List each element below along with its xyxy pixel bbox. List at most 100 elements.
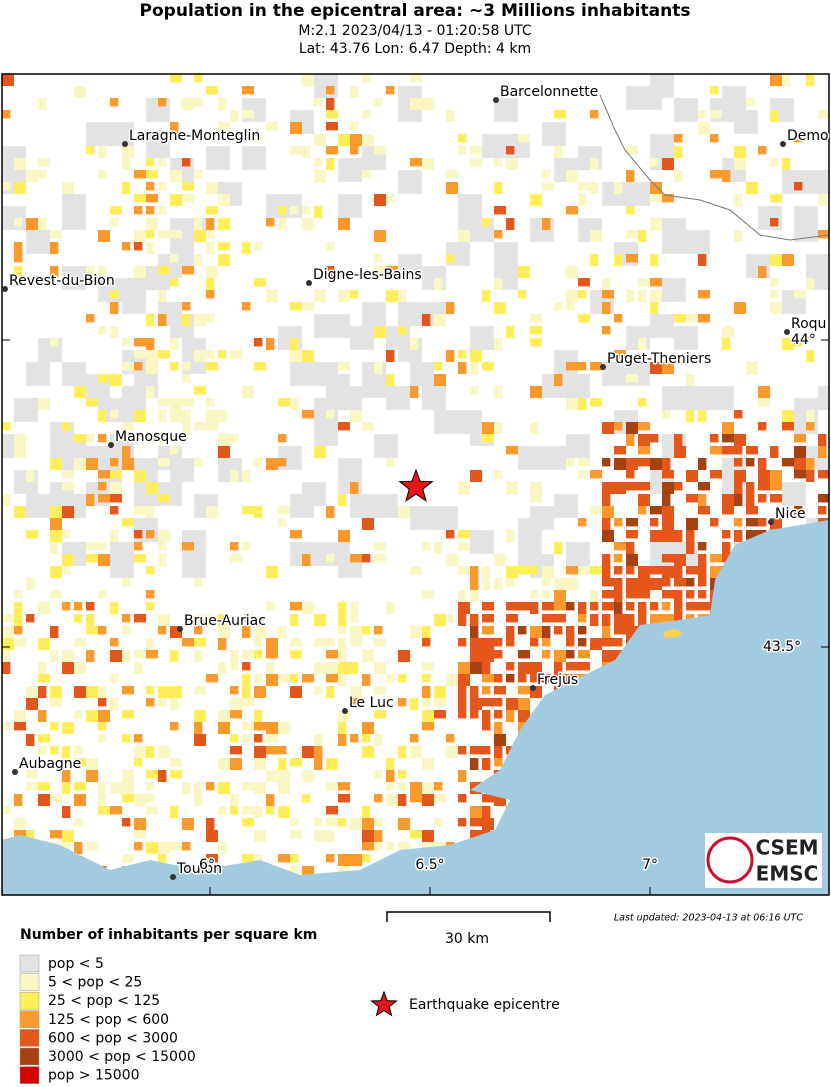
population-cell — [398, 746, 407, 758]
population-cell — [290, 302, 302, 311]
population-cell — [674, 146, 683, 158]
population-cell — [686, 410, 695, 422]
population-cell — [122, 290, 146, 314]
population-cell — [422, 830, 434, 842]
population-cell — [242, 806, 254, 815]
population-cell — [470, 530, 494, 554]
population-cell — [506, 578, 515, 587]
population-cell — [602, 566, 611, 578]
population-cell — [74, 386, 86, 398]
population-cell — [302, 218, 314, 230]
population-cell — [494, 650, 503, 659]
population-cell — [206, 614, 215, 626]
population-cell — [146, 386, 155, 398]
population-cell — [350, 662, 359, 674]
population-cell — [266, 734, 278, 743]
population-cell — [194, 782, 203, 794]
population-cell — [98, 434, 107, 443]
population-cell — [698, 506, 710, 515]
population-cell — [410, 746, 422, 758]
population-cell — [542, 182, 554, 191]
population-cell — [242, 650, 254, 659]
population-cell — [602, 638, 614, 647]
population-cell — [134, 554, 146, 563]
population-cell — [194, 350, 206, 362]
population-cell — [374, 830, 383, 842]
population-cell — [494, 698, 503, 707]
population-cell — [734, 458, 743, 467]
population-cell — [362, 830, 374, 842]
event-line: M:2.1 2023/04/13 - 01:20:58 UTC — [298, 23, 531, 39]
population-cell — [98, 146, 107, 158]
population-cell — [206, 86, 218, 95]
population-cell — [134, 650, 146, 659]
population-cell — [242, 302, 251, 311]
population-cell — [326, 758, 338, 770]
population-cell — [590, 230, 602, 242]
population-cell — [650, 254, 659, 266]
population-cell — [74, 638, 86, 647]
population-cell — [614, 350, 626, 359]
population-cell — [674, 590, 683, 602]
population-cell — [230, 746, 242, 755]
population-cell — [374, 326, 386, 338]
population-cell — [110, 374, 122, 386]
population-cell — [626, 470, 635, 479]
population-cell — [266, 458, 278, 470]
population-cell — [230, 662, 239, 671]
population-cell — [74, 614, 83, 623]
population-cell — [506, 626, 515, 638]
population-cell — [74, 818, 83, 827]
population-cell — [218, 410, 227, 422]
population-cell — [434, 374, 446, 386]
population-cell — [38, 710, 47, 722]
population-cell — [458, 818, 467, 827]
population-cell — [134, 746, 146, 758]
population-cell — [98, 266, 107, 275]
population-cell — [530, 482, 542, 494]
population-cell — [86, 650, 95, 662]
population-cell — [602, 614, 611, 626]
population-cell — [338, 638, 347, 650]
population-cell — [422, 662, 434, 671]
population-cell — [194, 710, 206, 722]
population-cell — [518, 290, 527, 299]
population-cell — [134, 338, 146, 347]
population-cell — [134, 830, 146, 839]
population-cell — [554, 602, 566, 611]
population-cell — [314, 290, 326, 302]
population-cell — [506, 158, 518, 170]
population-cell — [626, 182, 650, 206]
population-cell — [554, 146, 563, 158]
population-cell — [698, 542, 707, 551]
population-cell — [314, 134, 326, 146]
population-cell — [722, 494, 734, 506]
population-cell — [338, 194, 362, 218]
population-cell — [314, 98, 323, 107]
population-cell — [254, 722, 266, 731]
population-cell — [554, 374, 563, 386]
population-cell — [602, 578, 614, 587]
city-dot — [600, 364, 606, 370]
population-cell — [458, 698, 467, 710]
population-cell — [590, 566, 602, 575]
population-cell — [110, 698, 119, 710]
population-cell — [314, 170, 326, 182]
population-cell — [14, 722, 26, 731]
population-cell — [86, 602, 95, 611]
population-cell — [146, 218, 158, 230]
population-cell — [74, 710, 83, 719]
population-cell — [62, 482, 74, 491]
population-cell — [410, 338, 419, 350]
population-cell — [122, 710, 134, 719]
population-cell — [74, 434, 86, 443]
population-cell — [374, 494, 398, 518]
population-cell — [530, 326, 542, 335]
population-cell — [374, 638, 386, 647]
population-cell — [374, 230, 386, 242]
population-cell — [362, 674, 371, 686]
population-cell — [398, 650, 410, 662]
population-cell — [98, 806, 110, 815]
population-cell — [98, 374, 110, 383]
population-cell — [434, 782, 443, 791]
